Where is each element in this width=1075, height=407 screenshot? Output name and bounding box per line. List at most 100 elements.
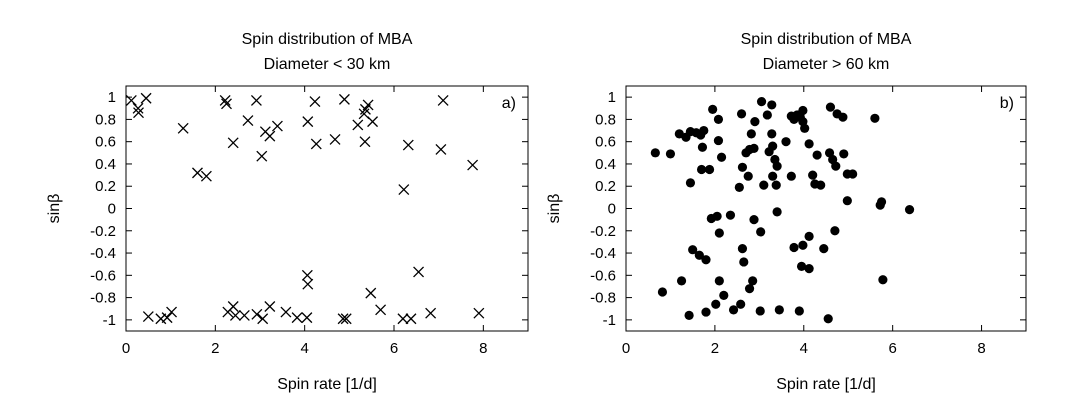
data-point (804, 231, 814, 241)
data-point (132, 102, 144, 114)
data-point (725, 210, 736, 220)
y-tick-label: 0.8 (595, 111, 616, 128)
data-point-stroke (132, 102, 144, 114)
data-point-stroke (264, 301, 276, 312)
chart-subtitle: Diameter > 60 km (763, 56, 890, 73)
data-point (842, 196, 852, 206)
data-point (768, 171, 778, 181)
data-point (200, 170, 212, 182)
data-point (365, 287, 377, 299)
data-point (329, 133, 341, 145)
data-point (337, 313, 349, 325)
data-point (133, 107, 144, 119)
data-point (876, 197, 887, 207)
x-axis-title: Spin rate [1/d] (277, 376, 377, 393)
data-point-stroke (375, 304, 387, 316)
data-point-stroke (133, 107, 144, 119)
panel-label: a) (502, 95, 516, 112)
data-point-stroke (264, 130, 276, 142)
data-point (405, 313, 417, 325)
data-point-stroke (310, 138, 322, 150)
data-point (749, 215, 759, 225)
data-point (756, 96, 767, 107)
data-point (712, 211, 722, 221)
data-point (140, 92, 152, 104)
y-tick-label: -1 (103, 312, 116, 329)
data-point-stroke (242, 115, 254, 126)
data-point (719, 290, 729, 300)
data-point-stroke (435, 144, 447, 155)
data-point (437, 95, 449, 106)
data-point (774, 305, 784, 315)
data-point (359, 136, 371, 148)
y-tick-label: 0.6 (595, 134, 616, 151)
data-point (830, 226, 840, 236)
x-tick-label: 4 (300, 340, 308, 357)
data-point-stroke (192, 167, 203, 179)
data-point (684, 310, 694, 321)
data-point (413, 266, 425, 278)
data-point (375, 304, 387, 316)
data-point-stroke (166, 306, 178, 318)
data-point (301, 269, 313, 281)
data-point (708, 104, 718, 114)
data-point (271, 120, 283, 132)
data-point-stroke (257, 313, 269, 325)
data-point (694, 250, 704, 260)
data-point (701, 307, 711, 317)
data-point-stroke (467, 159, 479, 171)
y-tick-label: -0.4 (90, 245, 116, 262)
chart-title: Spin distribution of MBA (242, 31, 413, 48)
data-point-stroke (359, 136, 371, 148)
data-point (219, 95, 231, 106)
data-point (764, 147, 774, 157)
data-point (473, 307, 485, 319)
data-point (302, 116, 314, 128)
data-point (728, 305, 739, 315)
data-point (756, 227, 766, 237)
data-point-stroke (301, 312, 313, 324)
panel-label: b) (1000, 95, 1014, 112)
data-point (781, 137, 791, 147)
data-point (800, 123, 810, 133)
y-tick-label: 1 (108, 89, 116, 106)
data-point-stroke (291, 312, 303, 324)
y-tick-label: -0.2 (90, 223, 116, 240)
data-point (291, 312, 303, 324)
data-point-stroke (362, 99, 374, 111)
chart-subtitle: Diameter < 30 km (264, 56, 391, 73)
data-point (657, 287, 668, 297)
data-point (755, 306, 765, 316)
data-point (227, 137, 239, 149)
data-point (748, 276, 758, 286)
y-tick-label: -0.8 (90, 290, 116, 307)
y-tick-label: 0.2 (95, 178, 116, 195)
data-point-stroke (302, 278, 314, 290)
data-point (878, 275, 888, 285)
x-tick-label: 4 (800, 340, 808, 357)
data-point (425, 307, 437, 319)
data-point (177, 122, 189, 134)
data-point-stroke (367, 116, 379, 128)
data-point (665, 149, 676, 159)
data-point (192, 167, 203, 179)
data-point-stroke (161, 312, 173, 324)
data-point (743, 171, 753, 181)
data-point (251, 308, 263, 320)
x-tick-label: 8 (479, 340, 487, 357)
x-tick-label: 6 (390, 340, 398, 357)
data-point (808, 170, 818, 180)
data-point (794, 306, 804, 316)
data-point (302, 278, 314, 290)
data-point (870, 113, 880, 123)
data-point (238, 309, 250, 321)
data-point-stroke (140, 92, 152, 104)
data-point (352, 119, 364, 131)
data-point (697, 142, 708, 152)
data-point (650, 148, 660, 158)
data-point (310, 138, 322, 150)
data-point-stroke (271, 120, 283, 132)
data-point (701, 255, 711, 265)
x-tick-label: 8 (977, 340, 985, 357)
data-point (737, 243, 748, 254)
